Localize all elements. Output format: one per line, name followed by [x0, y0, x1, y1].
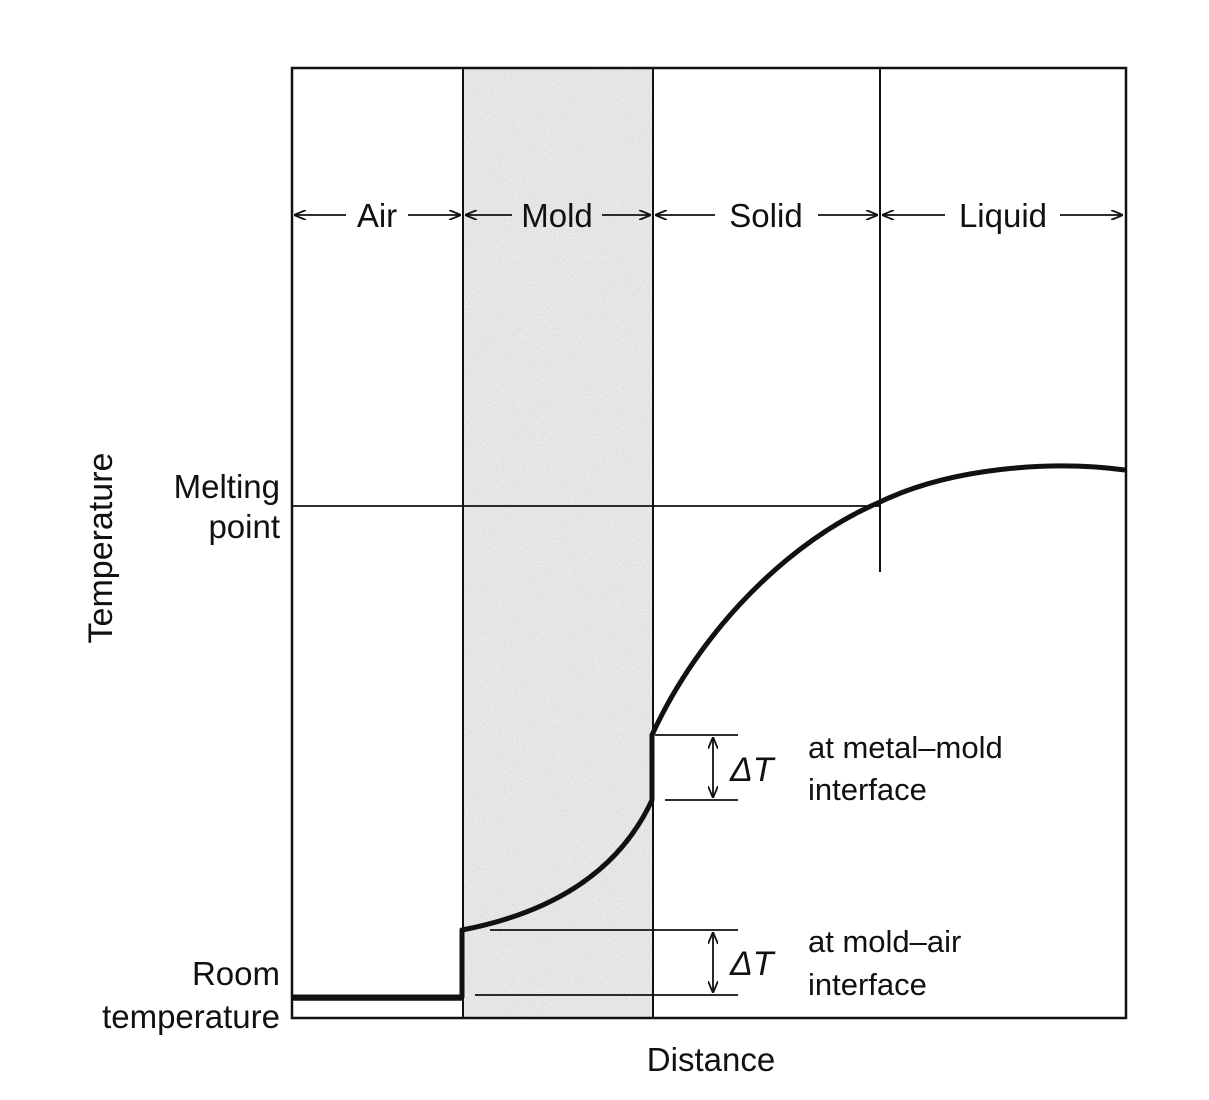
mold-air-delta-symbol: ΔT [729, 945, 776, 983]
region-label-liquid: Liquid [959, 197, 1047, 234]
melting-point-label-line1: Melting [174, 468, 280, 505]
mold-air-annotation-line2: interface [808, 967, 927, 1002]
metal-mold-annotation-line2: interface [808, 772, 927, 807]
room-temperature-label-line1: Room [192, 955, 280, 992]
metal-mold-delta-symbol: ΔT [729, 751, 776, 789]
temperature-profile-curve [292, 463, 1126, 1000]
x-axis-label: Distance [647, 1041, 775, 1078]
y-axis-label: Temperature [82, 453, 120, 644]
mold-air-annotation-line1: at mold–air [808, 924, 961, 959]
mold-region-texture [463, 68, 653, 1018]
melting-point-label-line2: point [208, 508, 280, 545]
diagram-frame [290, 66, 1128, 1020]
region-label-mold: Mold [521, 197, 593, 234]
region-label-air: Air [357, 197, 397, 234]
region-label-solid: Solid [729, 197, 802, 234]
room-temperature-label-line2: temperature [102, 998, 280, 1035]
metal-mold-annotation-line1: at metal–mold [808, 730, 1003, 765]
